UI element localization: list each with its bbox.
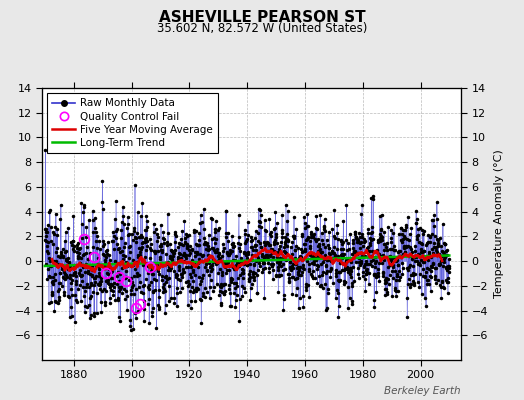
Text: ASHEVILLE PEARSON ST: ASHEVILLE PEARSON ST — [159, 10, 365, 25]
Legend: Raw Monthly Data, Quality Control Fail, Five Year Moving Average, Long-Term Tren: Raw Monthly Data, Quality Control Fail, … — [47, 93, 219, 153]
Text: Berkeley Earth: Berkeley Earth — [385, 386, 461, 396]
Y-axis label: Temperature Anomaly (°C): Temperature Anomaly (°C) — [494, 150, 504, 298]
Text: 35.602 N, 82.572 W (United States): 35.602 N, 82.572 W (United States) — [157, 22, 367, 35]
